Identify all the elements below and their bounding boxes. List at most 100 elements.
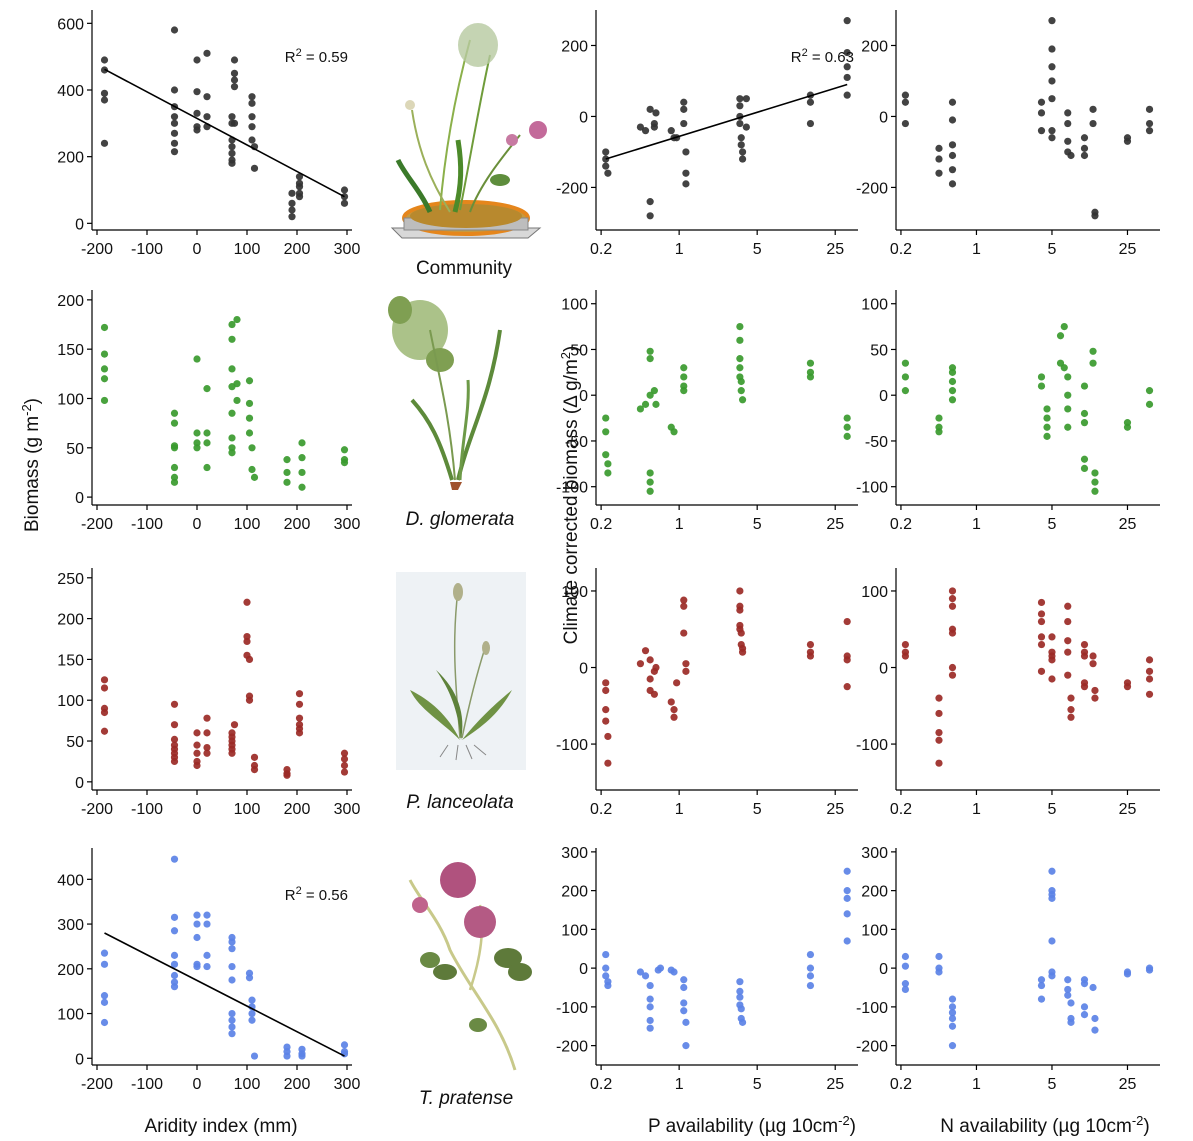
data-point xyxy=(806,981,815,990)
data-point xyxy=(1064,109,1072,117)
data-point xyxy=(901,640,910,649)
x-tick-label: 0 xyxy=(193,801,202,818)
y-tick-label: 0 xyxy=(879,961,888,978)
data-point xyxy=(1064,985,1072,994)
species-label-plantago: P. lanceolata xyxy=(406,792,513,813)
data-point xyxy=(283,468,291,477)
data-point xyxy=(193,126,201,134)
x-tick-label: 1 xyxy=(675,516,684,533)
data-point xyxy=(806,98,815,106)
data-point xyxy=(948,671,957,679)
y-tick-label: 100 xyxy=(57,693,84,710)
y-tick-label: 0 xyxy=(579,961,588,978)
species-label-community: Community xyxy=(416,258,513,279)
x-tick-label: 200 xyxy=(284,241,311,258)
x-tick-label: 0 xyxy=(193,241,202,258)
data-point xyxy=(100,960,109,968)
data-point xyxy=(193,88,201,96)
data-point xyxy=(248,1009,256,1018)
data-point xyxy=(193,911,201,919)
data-point xyxy=(298,1052,306,1060)
x-tick-label: 0.2 xyxy=(590,801,612,818)
x-tick-label: -100 xyxy=(131,1076,163,1093)
data-point xyxy=(170,113,179,121)
data-point xyxy=(1080,1003,1089,1011)
data-point xyxy=(1037,976,1046,984)
data-point xyxy=(203,385,211,393)
data-point xyxy=(641,972,650,980)
data-point xyxy=(604,469,612,477)
data-point xyxy=(636,968,645,976)
data-point xyxy=(843,17,851,25)
regression-line xyxy=(104,932,345,1057)
data-point xyxy=(843,63,851,71)
data-point xyxy=(650,690,658,698)
x-tick-label: -200 xyxy=(81,241,113,258)
data-point xyxy=(901,962,910,970)
regression-line xyxy=(605,83,848,160)
data-point xyxy=(935,728,943,737)
data-point xyxy=(228,976,236,984)
data-point xyxy=(1064,976,1072,984)
data-point xyxy=(228,159,236,167)
data-point xyxy=(736,987,744,995)
data-point xyxy=(170,971,179,980)
x-tick-label: 5 xyxy=(1048,516,1057,533)
data-point xyxy=(248,444,256,452)
data-point xyxy=(901,91,910,99)
x-tick-label: 0.2 xyxy=(890,241,912,258)
data-point xyxy=(170,119,179,127)
data-point xyxy=(935,155,943,163)
x-tick-label: 100 xyxy=(234,516,261,533)
data-point xyxy=(738,155,747,163)
data-point xyxy=(250,164,259,172)
y-tick-label: 0 xyxy=(579,109,588,126)
data-point xyxy=(340,446,349,454)
data-point xyxy=(737,387,745,395)
data-point xyxy=(742,95,750,103)
data-point xyxy=(1091,212,1099,220)
x-tick-label: 100 xyxy=(234,1076,261,1093)
data-point xyxy=(1064,119,1072,128)
y-tick-label: 250 xyxy=(57,571,84,588)
data-point xyxy=(935,952,943,961)
y-tick-label: 50 xyxy=(570,342,588,359)
data-point xyxy=(193,933,201,942)
data-point xyxy=(948,1022,957,1030)
data-point xyxy=(1080,464,1089,473)
data-point xyxy=(193,444,201,452)
data-point xyxy=(602,964,610,972)
data-point xyxy=(230,119,239,127)
data-point xyxy=(1037,127,1046,135)
data-point xyxy=(604,981,612,990)
data-point xyxy=(245,414,254,422)
p-availability-axis-title: P availability (µg 10cm-2) xyxy=(648,1113,856,1137)
data-point xyxy=(806,359,815,367)
data-point xyxy=(170,473,179,481)
data-point xyxy=(1123,683,1132,691)
data-point xyxy=(680,602,688,610)
data-point xyxy=(340,755,349,763)
data-point xyxy=(203,113,211,121)
data-point xyxy=(170,129,179,137)
data-point xyxy=(193,749,201,757)
data-point xyxy=(283,478,291,486)
figure-labels: Biomass (g m-2) Climate corrected biomas… xyxy=(19,258,1150,1137)
data-point xyxy=(1080,409,1089,418)
data-point xyxy=(843,432,851,440)
data-point xyxy=(652,109,660,117)
data-point xyxy=(250,1052,259,1060)
data-point xyxy=(295,173,304,181)
data-point xyxy=(646,675,654,683)
data-point xyxy=(948,1014,957,1023)
data-point xyxy=(170,86,179,94)
data-point xyxy=(1060,364,1068,372)
data-point xyxy=(170,721,179,729)
data-point xyxy=(203,920,211,928)
data-point xyxy=(228,1023,236,1031)
data-point xyxy=(602,706,610,714)
data-point xyxy=(1043,405,1051,413)
y-tick-label: -200 xyxy=(556,1039,588,1056)
x-tick-label: 200 xyxy=(284,1076,311,1093)
data-point xyxy=(100,89,109,97)
